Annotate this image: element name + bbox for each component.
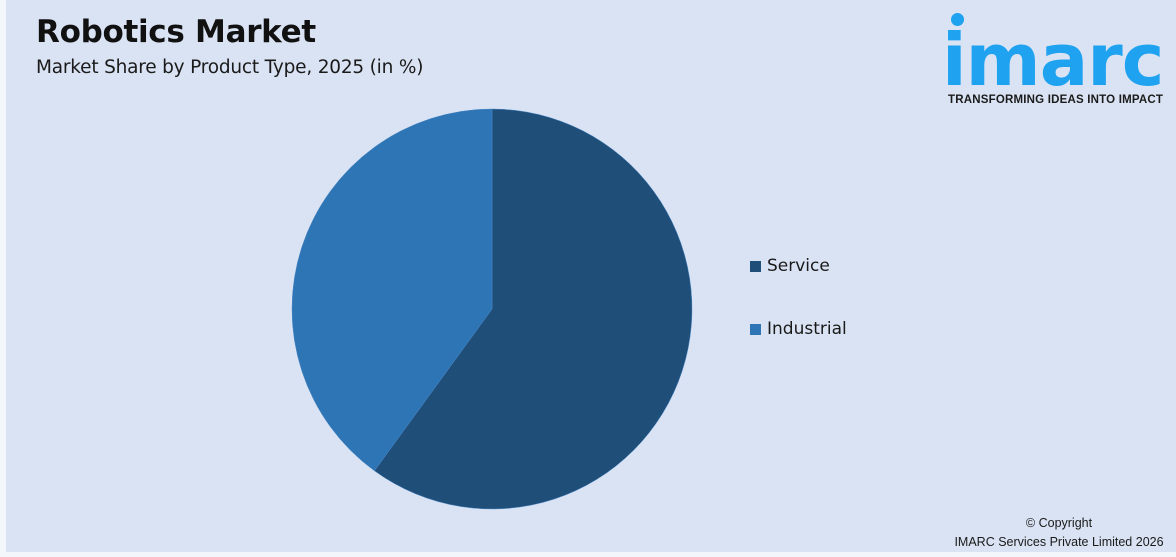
- legend-item-service: Service: [750, 254, 847, 278]
- legend-swatch-industrial: [750, 323, 761, 335]
- logo-tagline: TRANSFORMING IDEAS INTO IMPACT: [948, 94, 1164, 106]
- chart-frame: Robotics Market Market Share by Product …: [6, 0, 1176, 552]
- pie-slice-service: [374, 108, 693, 510]
- logo-wordmark: imarc: [942, 18, 1164, 102]
- pie-slice-industrial: [291, 108, 493, 472]
- copyright-line-2: IMARC Services Private Limited 2026: [954, 535, 1164, 549]
- pie-chart: [291, 108, 693, 510]
- imarc-logo: imarc TRANSFORMING IDEAS INTO IMPACT: [942, 10, 1176, 110]
- chart-subtitle: Market Share by Product Type, 2025 (in %…: [36, 57, 424, 78]
- legend-swatch-service: [750, 260, 761, 272]
- copyright-line-1: © Copyright: [1025, 516, 1093, 530]
- legend-label: Industrial: [767, 319, 847, 339]
- legend-item-industrial: Industrial: [750, 317, 847, 341]
- logo-dot-icon: [951, 13, 964, 26]
- legend-label: Service: [767, 256, 830, 276]
- chart-legend: Service Industrial: [750, 254, 847, 380]
- chart-title: Robotics Market: [36, 14, 316, 50]
- copyright-notice: © Copyright IMARC Services Private Limit…: [942, 514, 1176, 552]
